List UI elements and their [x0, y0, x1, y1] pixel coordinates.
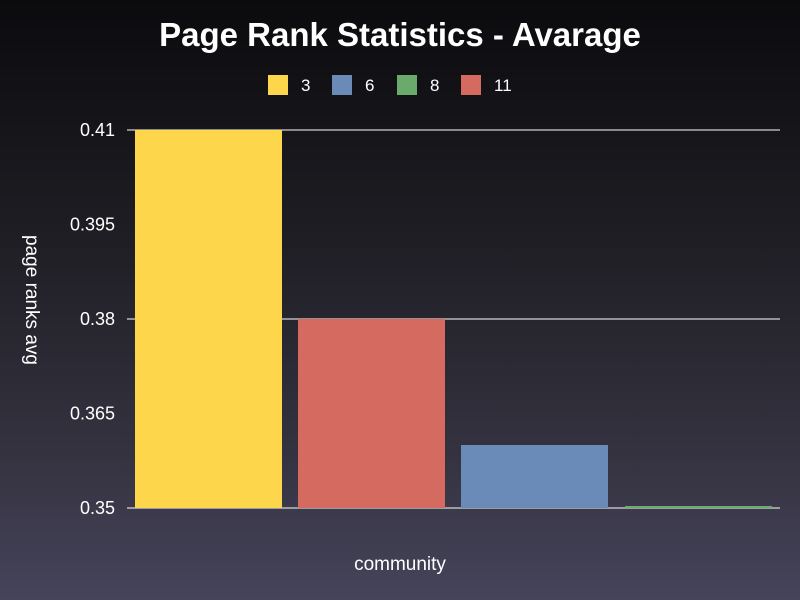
- legend-swatch-6: [332, 75, 352, 95]
- bar-11: [298, 319, 445, 508]
- legend-label-8: 8: [430, 76, 439, 95]
- legend: 3 6 8 11: [268, 75, 512, 95]
- legend-label-3: 3: [301, 76, 310, 95]
- y-axis-label: page ranks avg: [21, 235, 42, 365]
- legend-label-11: 11: [494, 76, 512, 95]
- legend-label-6: 6: [365, 76, 374, 95]
- y-tick-label: 0.38: [80, 309, 115, 329]
- y-tick-label: 0.365: [70, 404, 115, 424]
- y-tick-label: 0.41: [80, 120, 115, 140]
- bars: [135, 130, 772, 508]
- y-tick-label: 0.35: [80, 498, 115, 518]
- bar-3: [135, 130, 282, 508]
- legend-swatch-8: [397, 75, 417, 95]
- legend-swatch-11: [461, 75, 481, 95]
- y-tick-label: 0.395: [70, 215, 115, 235]
- bar-6: [461, 445, 608, 508]
- chart-title: Page Rank Statistics - Avarage: [159, 16, 641, 53]
- bar-8: [625, 506, 772, 508]
- x-axis-label: community: [354, 554, 446, 575]
- legend-swatch-3: [268, 75, 288, 95]
- y-axis-ticks: 0.41 0.395 0.38 0.365 0.35: [70, 120, 115, 518]
